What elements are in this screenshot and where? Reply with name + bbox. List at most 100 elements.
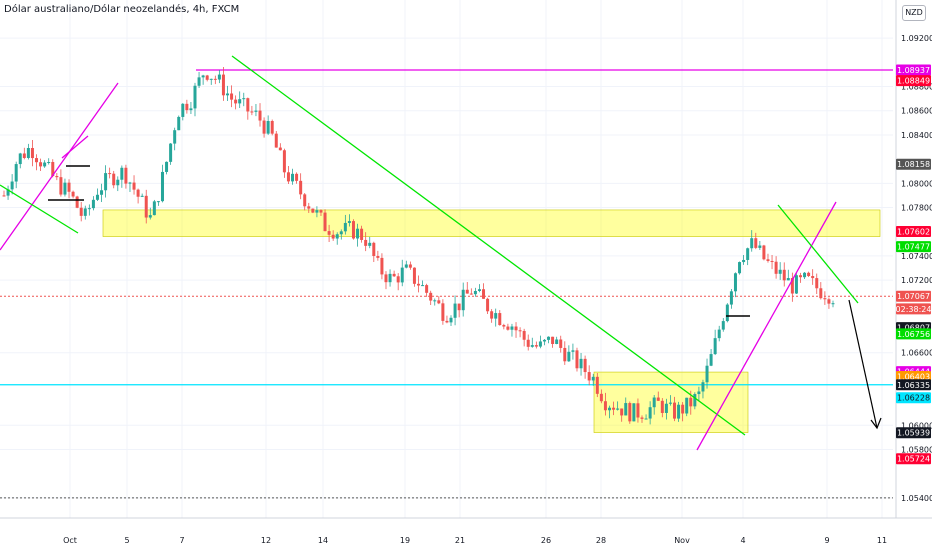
candle-body <box>193 85 197 109</box>
candle-body <box>100 190 104 195</box>
candle-body <box>132 182 136 190</box>
candle-body <box>266 120 270 134</box>
candle-body <box>770 260 774 262</box>
x-tick-label: Nov <box>674 536 690 545</box>
candle-body <box>67 182 71 192</box>
candle-body <box>803 272 807 278</box>
x-tick-label: 7 <box>179 536 184 545</box>
y-tick-label: 1.08600 <box>901 107 932 116</box>
candle-body <box>331 234 335 239</box>
candle-body <box>173 130 177 144</box>
candle-body <box>441 303 445 321</box>
price-label-text: 1.06335 <box>897 381 930 390</box>
candle-body <box>43 162 47 167</box>
candle-body <box>705 365 709 383</box>
candle-body <box>823 298 827 300</box>
arrow-head <box>870 417 882 430</box>
candle-body <box>116 179 120 186</box>
price-label-text: 1.08849 <box>897 77 930 86</box>
y-tick-label: 1.09200 <box>901 34 932 43</box>
candle-body <box>307 206 311 209</box>
price-label-bg <box>896 379 931 391</box>
candle-body <box>583 358 587 373</box>
candle-body <box>148 215 152 218</box>
candle-body <box>30 148 34 159</box>
currency-badge[interactable]: NZD <box>902 5 926 21</box>
candle-body <box>827 299 831 304</box>
candle-body <box>831 303 835 305</box>
candle-body <box>477 289 481 291</box>
candle-body <box>652 397 656 408</box>
candle-body <box>445 320 449 323</box>
candle-body <box>433 300 437 302</box>
candle-body <box>612 407 616 410</box>
candle-body <box>774 261 778 274</box>
candle-body <box>746 248 750 260</box>
candle-body <box>579 358 583 369</box>
candle-body <box>469 293 473 295</box>
candle-body <box>396 276 400 283</box>
zone-rect <box>593 371 749 433</box>
candle-body <box>664 403 668 413</box>
candle-body <box>75 196 79 208</box>
candle-body <box>201 75 205 78</box>
x-tick-label: 21 <box>455 536 465 545</box>
candle-body <box>351 221 355 239</box>
candle-body <box>677 404 681 419</box>
candle-body <box>169 143 173 162</box>
price-labels: 1.08937 1.08849 1.08158 1.07602 1.07477 1.070… <box>896 64 931 465</box>
candle-body <box>607 407 611 411</box>
candle-body <box>400 267 404 283</box>
candle-body <box>323 212 327 232</box>
candle-body <box>299 180 303 195</box>
candle-body <box>733 273 737 292</box>
price-label-bg <box>896 241 931 253</box>
price-label-text: 1.07067 <box>897 292 930 301</box>
candle-body <box>140 195 144 197</box>
candle-body <box>567 351 571 362</box>
y-tick-label: 1.05400 <box>901 494 932 503</box>
candle-body <box>587 372 591 381</box>
candle-body <box>181 103 185 117</box>
candle-body <box>689 397 693 407</box>
candle-body <box>421 285 425 287</box>
candle-body <box>197 77 201 86</box>
candle-body <box>502 325 506 327</box>
candle-body <box>542 339 546 342</box>
candle-body <box>575 350 579 369</box>
candle-body <box>551 336 555 344</box>
candle-body <box>429 292 433 301</box>
horizontal-levels <box>0 69 893 499</box>
price-label-text: 1.06756 <box>897 330 930 339</box>
candle-body <box>547 336 551 340</box>
candle-body <box>71 191 75 197</box>
candle-body <box>112 173 116 186</box>
candle-body <box>246 98 250 112</box>
price-label-bg <box>896 453 931 465</box>
projection-arrow <box>848 299 878 429</box>
candle-body <box>274 133 278 148</box>
trend-line-right <box>777 204 859 304</box>
candle-body <box>295 173 299 181</box>
candle-body <box>490 311 494 319</box>
candle-body <box>35 158 39 163</box>
candle-body <box>563 347 567 362</box>
candle-body <box>457 303 461 311</box>
candle-body <box>238 99 242 104</box>
candle-body <box>384 274 388 283</box>
candle-body <box>339 231 343 235</box>
candle-body <box>713 338 717 355</box>
candle-body <box>177 116 181 131</box>
candle-body <box>95 194 99 200</box>
candle-body <box>372 242 376 256</box>
candle-body <box>498 313 502 326</box>
x-tick-label: Oct <box>63 536 77 545</box>
candle-body <box>603 401 607 411</box>
candle-body <box>807 272 811 277</box>
candle-body <box>538 341 542 347</box>
candle-body <box>303 194 307 207</box>
candle-body <box>79 207 83 216</box>
candle-body <box>522 330 526 340</box>
candle-body <box>632 403 636 422</box>
